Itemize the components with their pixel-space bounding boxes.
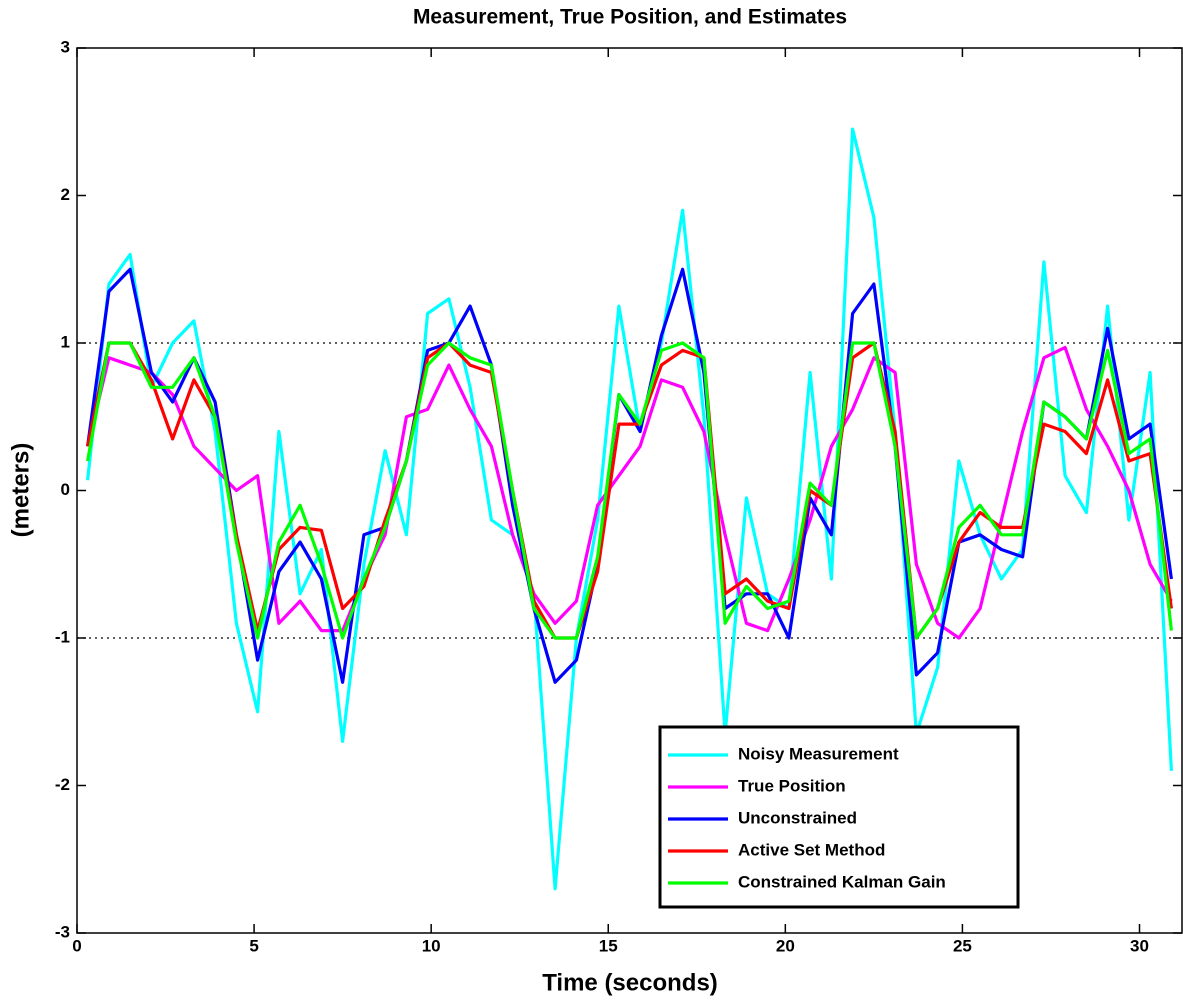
legend-label: Constrained Kalman Gain bbox=[738, 872, 946, 891]
x-tick-label: 5 bbox=[249, 936, 258, 955]
series-line bbox=[86, 341, 1173, 640]
legend-label: Active Set Method bbox=[738, 840, 885, 859]
y-tick-label: 3 bbox=[61, 37, 70, 56]
legend-label: Unconstrained bbox=[738, 808, 857, 827]
x-tick-label: 20 bbox=[776, 936, 795, 955]
y-tick-label: 1 bbox=[61, 332, 70, 351]
series-line bbox=[86, 345, 1173, 640]
legend-label: True Position bbox=[738, 776, 846, 795]
y-tick-label: -3 bbox=[55, 922, 70, 941]
series-line bbox=[86, 267, 1173, 684]
y-tick-label: 0 bbox=[61, 480, 70, 499]
x-tick-label: 30 bbox=[1130, 936, 1149, 955]
x-tick-label: 25 bbox=[953, 936, 972, 955]
legend: Noisy Measurement True Position Unconstrai… bbox=[658, 725, 1020, 909]
y-tick-label: -2 bbox=[55, 775, 70, 794]
legend-label: Noisy Measurement bbox=[738, 744, 899, 763]
y-tick-label: 2 bbox=[61, 185, 70, 204]
x-axis-label: Time (seconds) bbox=[542, 969, 718, 996]
plot-frame bbox=[76, 47, 1183, 934]
x-tick-label: 15 bbox=[599, 936, 618, 955]
x-tick-label: 0 bbox=[72, 936, 81, 955]
legend-box bbox=[658, 725, 1020, 909]
chart-title: Measurement, True Position, and Estimate… bbox=[413, 6, 847, 29]
x-tick-label: 10 bbox=[422, 936, 441, 955]
y-axis-label: (meters) bbox=[7, 443, 34, 538]
series-line bbox=[86, 127, 1173, 891]
y-tick-label: -1 bbox=[55, 627, 70, 646]
